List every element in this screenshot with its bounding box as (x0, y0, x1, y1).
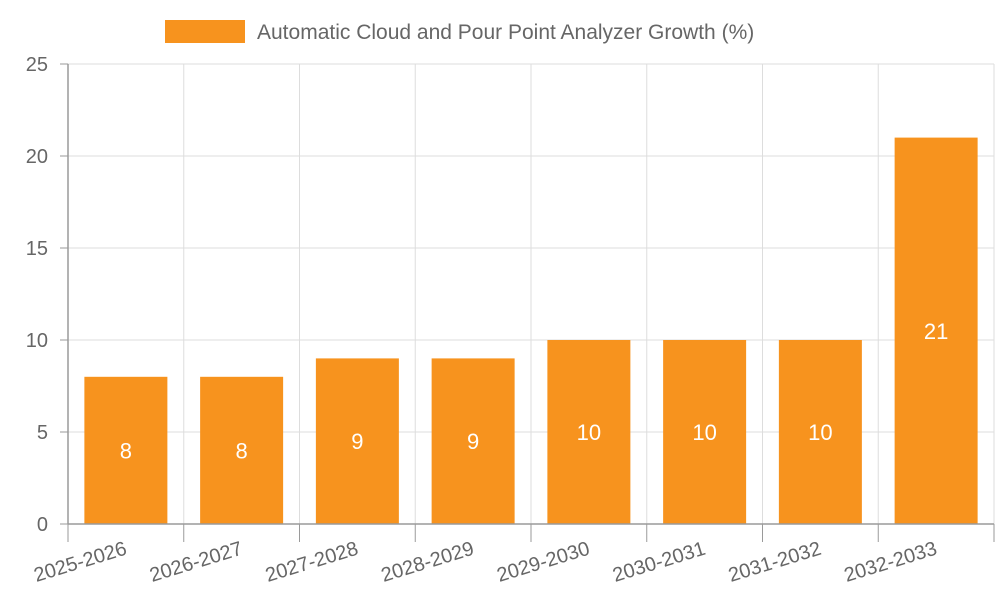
bar-data-label: 10 (692, 420, 716, 445)
x-tick-label: 2028-2029 (379, 538, 477, 587)
bar-data-label: 9 (467, 429, 479, 454)
x-tick-label: 2029-2030 (494, 538, 592, 587)
bar[interactable] (315, 358, 399, 524)
bar[interactable] (778, 340, 862, 524)
y-tick-label: 15 (26, 238, 48, 260)
bar[interactable] (200, 376, 284, 524)
x-tick-label: 2026-2027 (147, 538, 245, 587)
bar-data-label: 8 (120, 438, 132, 463)
y-tick-label: 25 (26, 54, 48, 76)
legend-label[interactable]: Automatic Cloud and Pour Point Analyzer … (257, 21, 754, 44)
legend[interactable]: Automatic Cloud and Pour Point Analyzer … (165, 20, 754, 44)
y-tick-label: 0 (37, 514, 48, 536)
bar-data-label: 21 (924, 319, 948, 344)
bar[interactable] (547, 340, 631, 524)
grid-layer (68, 63, 995, 524)
x-tick-label: 2030-2031 (610, 538, 708, 587)
bar-data-label: 9 (351, 429, 363, 454)
y-tick-label: 5 (37, 422, 48, 444)
bar-data-label: 10 (808, 420, 832, 445)
bar[interactable] (894, 137, 978, 524)
legend-swatch[interactable] (165, 20, 245, 43)
bar-data-label: 10 (577, 420, 601, 445)
x-tick-label: 2031-2032 (726, 538, 824, 587)
y-tick-label: 10 (26, 330, 48, 352)
x-tick-label: 2027-2028 (263, 538, 361, 587)
bar[interactable] (431, 358, 515, 524)
bars-layer (84, 137, 978, 524)
bar-data-label: 8 (236, 438, 248, 463)
bar[interactable] (663, 340, 747, 524)
bar[interactable] (84, 376, 168, 524)
y-tick-label: 20 (26, 146, 48, 168)
x-tick-label: 2025-2026 (31, 538, 129, 587)
x-tick-label: 2032-2033 (842, 538, 940, 587)
axes-layer (60, 63, 995, 542)
